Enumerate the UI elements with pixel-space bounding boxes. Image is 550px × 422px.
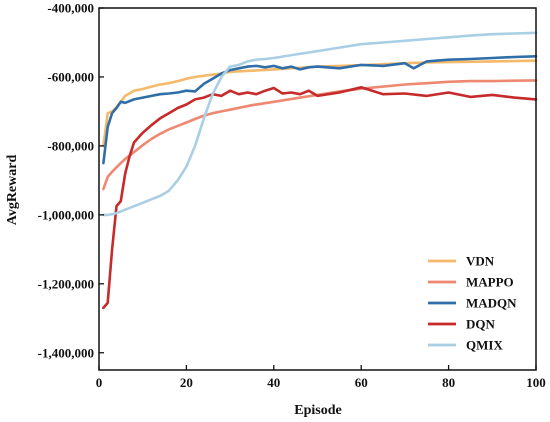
plot-frame xyxy=(98,7,537,371)
series-line-vdn xyxy=(102,59,538,148)
x-axis-title: Episode xyxy=(294,403,341,418)
y-tick-label: -600,000 xyxy=(47,69,94,84)
series-line-madqn xyxy=(102,54,538,165)
series-line-dqn xyxy=(102,86,538,310)
y-axis-title: AvgReward xyxy=(5,155,20,226)
legend: VDN MAPPO MADQN DQN QMIX xyxy=(428,254,517,353)
legend-label-qmix: QMIX xyxy=(466,338,503,353)
ticks-layer: 0 20 40 60 80 100 -400,000 -600,000 -800,000 -1,0… xyxy=(38,1,546,391)
y-tick-label: -400,000 xyxy=(47,1,94,16)
legend-label-vdn: VDN xyxy=(466,254,495,269)
legend-label-madqn: MADQN xyxy=(466,296,517,311)
series-layer xyxy=(102,31,538,310)
y-tick-label: -800,000 xyxy=(47,138,94,153)
legend-label-mappo: MAPPO xyxy=(466,275,514,290)
y-tick-label: -1,400,000 xyxy=(38,345,94,360)
y-tick-label: -1,000,000 xyxy=(38,207,94,222)
legend-label-dqn: DQN xyxy=(466,317,496,332)
x-tick-label: 100 xyxy=(526,375,546,390)
x-tick-label: 40 xyxy=(267,375,280,390)
series-line-mappo xyxy=(102,79,538,191)
x-tick-label: 20 xyxy=(180,375,193,390)
x-tick-label: 0 xyxy=(96,375,103,390)
x-tick-label: 80 xyxy=(442,375,455,390)
y-tick-label: -1,200,000 xyxy=(38,276,94,291)
series-line-qmix xyxy=(102,31,538,217)
x-tick-label: 60 xyxy=(355,375,368,390)
